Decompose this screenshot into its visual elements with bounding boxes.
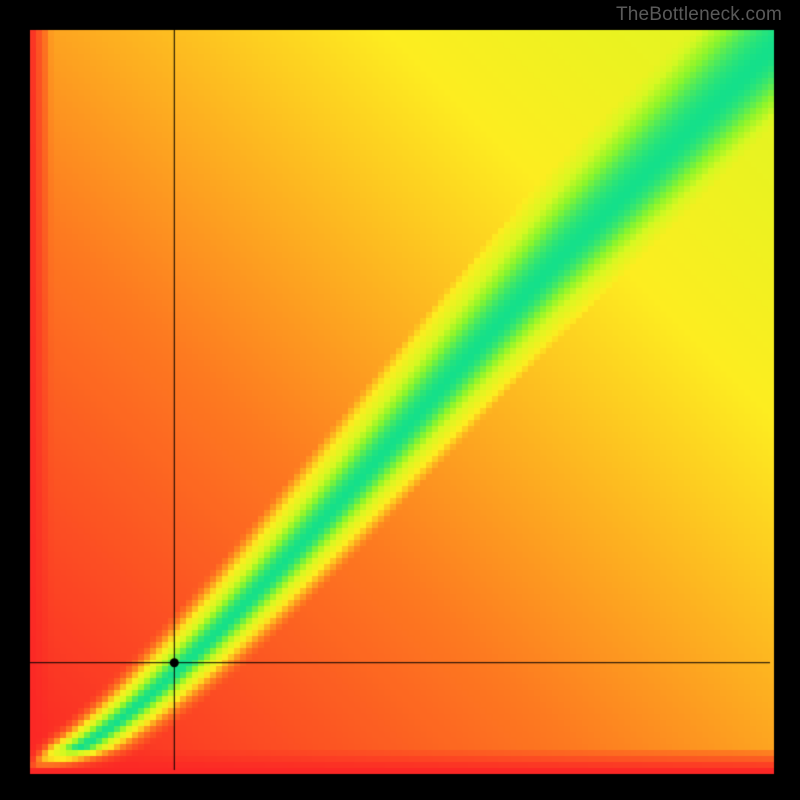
watermark-text: TheBottleneck.com xyxy=(616,4,782,26)
chart-container: TheBottleneck.com xyxy=(0,0,800,800)
heatmap-canvas xyxy=(0,0,800,800)
